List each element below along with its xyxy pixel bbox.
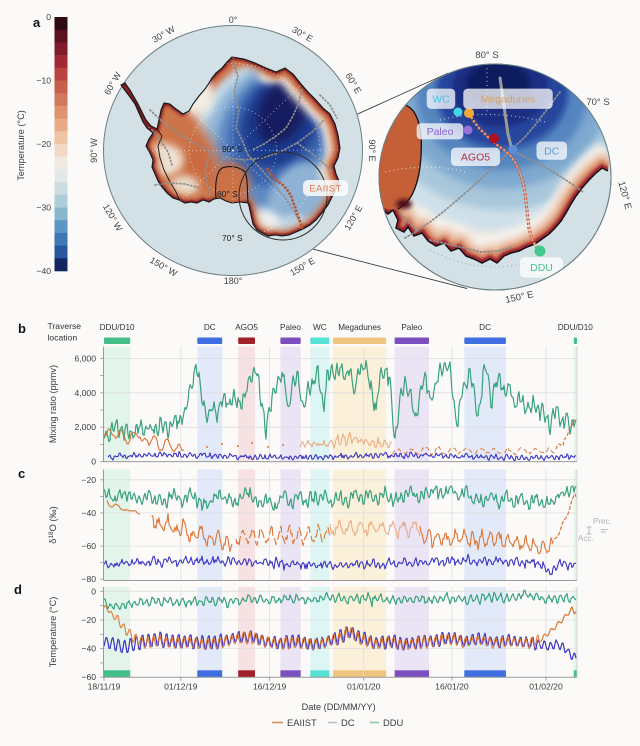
svg-text:WC: WC xyxy=(313,323,327,332)
svg-text:DC: DC xyxy=(204,323,216,332)
svg-text:18/11/19: 18/11/19 xyxy=(88,682,121,692)
svg-text:Mixing ratio (ppmv): Mixing ratio (ppmv) xyxy=(48,365,58,443)
svg-text:DC: DC xyxy=(341,717,355,728)
svg-text:δ18O (‰): δ18O (‰) xyxy=(48,506,59,543)
svg-text:180°: 180° xyxy=(224,276,243,286)
svg-text:−40: −40 xyxy=(81,644,96,654)
svg-text:Megadunes: Megadunes xyxy=(338,323,381,332)
svg-text:−40: −40 xyxy=(81,508,96,518)
svg-text:0: 0 xyxy=(46,12,51,22)
svg-text:DDU: DDU xyxy=(383,717,404,728)
svg-text:−60: −60 xyxy=(81,541,96,551)
svg-text:EAIIST: EAIIST xyxy=(309,184,342,195)
svg-text:−20: −20 xyxy=(81,615,96,625)
svg-text:90° E: 90° E xyxy=(367,139,377,161)
svg-text:6,000: 6,000 xyxy=(74,353,96,363)
svg-text:d: d xyxy=(14,582,22,597)
svg-text:90° S: 90° S xyxy=(222,144,243,154)
svg-text:90° W: 90° W xyxy=(89,138,99,163)
svg-text:DC: DC xyxy=(544,146,560,158)
svg-text:16/12/19: 16/12/19 xyxy=(253,682,287,692)
svg-text:0: 0 xyxy=(91,457,96,467)
svg-text:01/02/20: 01/02/20 xyxy=(529,682,563,692)
svg-text:0: 0 xyxy=(91,586,96,596)
svg-text:70° S: 70° S xyxy=(222,233,243,243)
svg-text:70° S: 70° S xyxy=(586,97,609,108)
svg-text:WC: WC xyxy=(432,94,450,106)
svg-text:2,000: 2,000 xyxy=(74,422,96,432)
svg-text:b: b xyxy=(18,321,26,336)
svg-text:Paleo: Paleo xyxy=(427,126,454,138)
svg-text:01/12/19: 01/12/19 xyxy=(164,682,198,692)
svg-text:DC: DC xyxy=(479,323,491,332)
svg-text:−80: −80 xyxy=(81,574,96,584)
svg-text:4,000: 4,000 xyxy=(74,388,96,398)
svg-text:EAIIST: EAIIST xyxy=(287,717,317,728)
svg-text:0°: 0° xyxy=(229,15,238,25)
svg-text:−40: −40 xyxy=(36,266,51,276)
svg-text:16/01/20: 16/01/20 xyxy=(435,682,469,692)
svg-text:−30: −30 xyxy=(36,203,51,213)
svg-text:80° S: 80° S xyxy=(217,189,238,199)
svg-text:80° S: 80° S xyxy=(475,50,498,61)
svg-text:01/01/20: 01/01/20 xyxy=(347,682,381,692)
svg-text:−20: −20 xyxy=(81,475,96,485)
svg-text:Traverse: Traverse xyxy=(48,321,82,331)
svg-text:Temperature (°C): Temperature (°C) xyxy=(16,110,26,181)
svg-text:c: c xyxy=(18,466,25,481)
svg-text:Megadunes: Megadunes xyxy=(481,94,536,106)
svg-text:DDU: DDU xyxy=(530,262,553,274)
svg-text:Date (DD/MM/YY): Date (DD/MM/YY) xyxy=(302,702,376,712)
svg-text:location: location xyxy=(48,333,78,343)
svg-text:Prec.: Prec. xyxy=(593,517,612,526)
svg-text:AGO5: AGO5 xyxy=(461,152,490,164)
svg-text:Paleo: Paleo xyxy=(401,323,422,332)
svg-text:−60: −60 xyxy=(81,672,96,682)
svg-text:AGO5: AGO5 xyxy=(235,323,258,332)
svg-text:a: a xyxy=(33,15,41,30)
svg-text:−10: −10 xyxy=(36,76,51,86)
svg-text:Acc.: Acc. xyxy=(578,534,594,543)
svg-text:−20: −20 xyxy=(36,139,51,149)
svg-text:Temperature (°C): Temperature (°C) xyxy=(48,597,58,668)
svg-text:DDU/D10: DDU/D10 xyxy=(100,323,135,332)
svg-text:Paleo: Paleo xyxy=(280,323,301,332)
svg-text:DDU/D10: DDU/D10 xyxy=(558,323,593,332)
